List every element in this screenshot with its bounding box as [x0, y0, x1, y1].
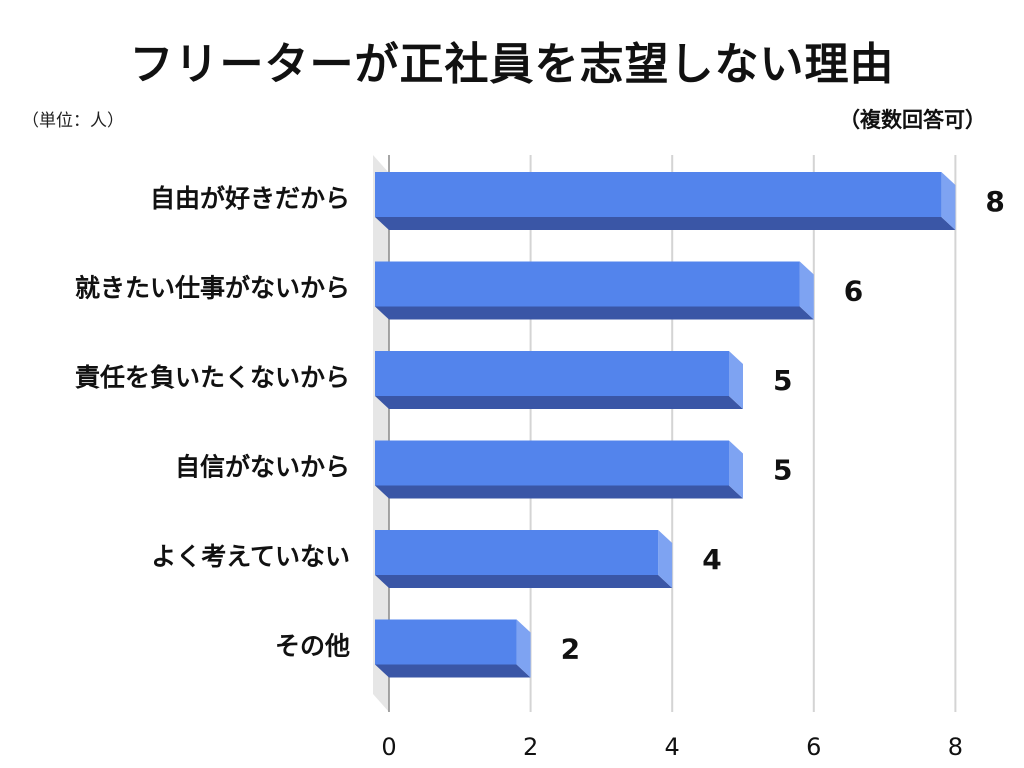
data-label: 6: [844, 275, 863, 308]
bar-bottom-face: [375, 575, 673, 588]
bar-bottom-face: [375, 664, 531, 678]
bar-bottom-face: [375, 396, 743, 409]
bar: [375, 172, 942, 217]
bar: [375, 261, 800, 307]
data-label: 4: [702, 543, 721, 576]
bar-bottom-face: [375, 217, 956, 230]
bar-bottom-face: [375, 485, 743, 499]
data-label: 8: [985, 185, 1004, 218]
x-tick-label: 4: [665, 733, 680, 761]
bar-side-face: [729, 351, 743, 409]
bar-side-face: [799, 261, 814, 320]
data-label: 2: [561, 633, 580, 666]
bar: [375, 530, 659, 575]
category-label: よく考えていない: [151, 542, 350, 571]
bar-side-face: [658, 530, 673, 588]
bar: [375, 351, 729, 396]
bar-side-face: [516, 619, 531, 678]
category-label: その他: [275, 632, 350, 661]
category-label: 自信がないから: [175, 453, 350, 482]
category-label: 責任を負いたくないから: [75, 363, 350, 392]
unit-note: （単位：人）: [22, 111, 124, 131]
bar-bottom-face: [375, 306, 814, 320]
x-tick-label: 6: [806, 733, 821, 761]
bar: [375, 440, 729, 486]
x-tick-label: 0: [381, 733, 396, 761]
multiple-answers-note: （複数回答可）: [839, 108, 986, 132]
bar-side-face: [941, 172, 956, 230]
x-tick-label: 8: [948, 733, 963, 761]
chart-title: フリーターが正社員を志望しない理由: [129, 39, 895, 90]
category-label: 就きたい仕事がないから: [75, 274, 350, 303]
x-tick-label: 2: [523, 733, 538, 761]
category-label: 自由が好きだから: [150, 184, 350, 213]
data-label: 5: [773, 454, 792, 487]
bar: [375, 619, 517, 665]
bar-side-face: [729, 440, 743, 499]
data-label: 5: [773, 364, 792, 397]
